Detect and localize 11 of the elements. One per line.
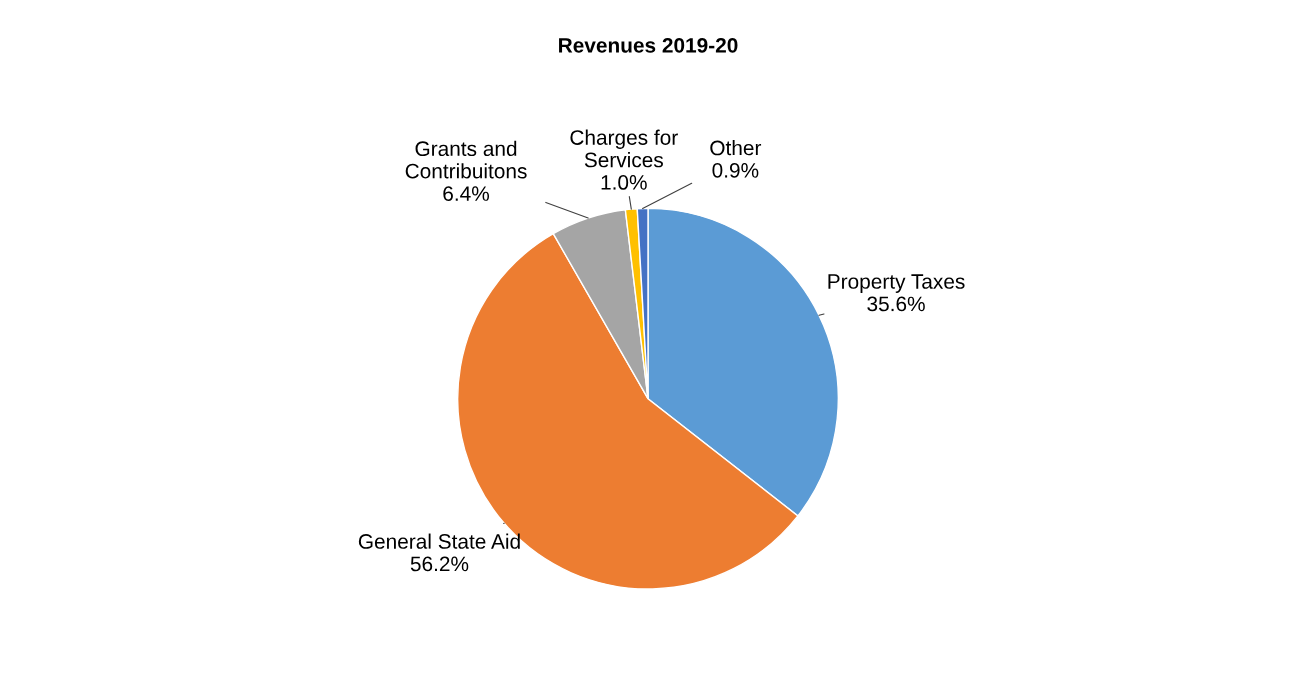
data-label: 0.9% — [712, 162, 759, 178]
slice-label: Other — [710, 139, 762, 156]
slice-label: Grants and Contribuitons — [405, 140, 527, 179]
slice-label: General State Aid — [358, 533, 520, 549]
data-label: 6.4% — [443, 186, 490, 201]
data-label: 56.2% — [410, 556, 469, 572]
data-label: 1.0% — [601, 175, 647, 190]
chart-title: Revenues 2019-20 — [559, 37, 738, 53]
slice-label: Charges for Services — [570, 129, 678, 168]
data-label: 35.6% — [867, 296, 925, 312]
slice-label: Property Taxes — [828, 274, 965, 293]
